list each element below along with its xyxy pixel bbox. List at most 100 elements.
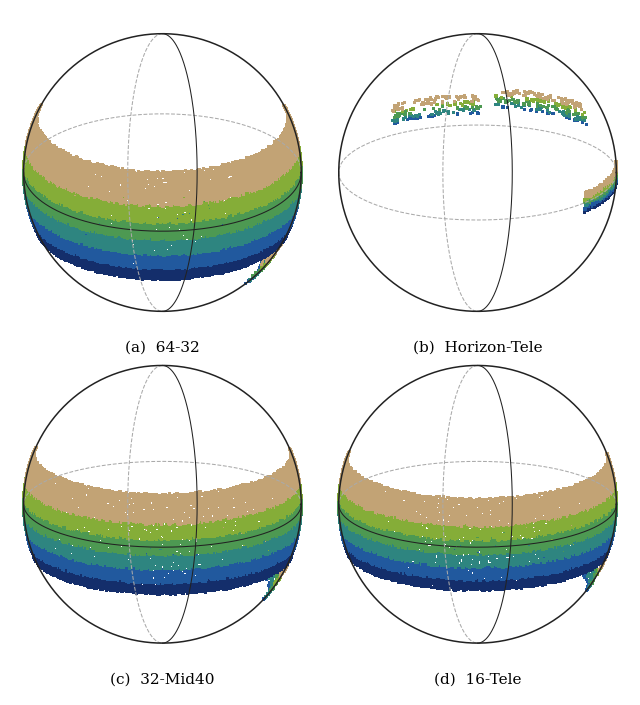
Point bbox=[130, 269, 140, 281]
Point bbox=[354, 510, 364, 521]
Point bbox=[120, 191, 131, 202]
Point bbox=[272, 242, 282, 253]
Point bbox=[96, 579, 106, 590]
Point bbox=[236, 540, 246, 551]
Point bbox=[292, 159, 302, 171]
Point bbox=[468, 565, 479, 576]
Point bbox=[31, 114, 41, 125]
Point bbox=[29, 548, 40, 559]
Point bbox=[115, 217, 125, 228]
Point bbox=[604, 184, 614, 195]
Point bbox=[466, 533, 476, 544]
Point bbox=[296, 161, 306, 172]
Point bbox=[29, 206, 39, 217]
Point bbox=[189, 227, 200, 238]
Point bbox=[283, 216, 293, 227]
Point bbox=[392, 575, 402, 587]
Point bbox=[205, 519, 216, 530]
Point bbox=[187, 492, 197, 503]
Point bbox=[583, 554, 593, 565]
Point bbox=[102, 230, 113, 241]
Point bbox=[285, 552, 295, 563]
Point bbox=[232, 535, 242, 546]
Point bbox=[141, 588, 151, 599]
Point bbox=[280, 563, 291, 574]
Point bbox=[379, 530, 389, 541]
Point bbox=[62, 247, 72, 258]
Point bbox=[337, 470, 347, 482]
Point bbox=[167, 256, 177, 267]
Point bbox=[557, 535, 567, 546]
Point bbox=[294, 147, 305, 159]
Point bbox=[58, 229, 68, 240]
Point bbox=[574, 552, 584, 563]
Point bbox=[264, 168, 274, 179]
Point bbox=[394, 491, 404, 502]
Point bbox=[296, 171, 306, 183]
Point bbox=[20, 518, 30, 529]
Point bbox=[209, 558, 220, 570]
Point bbox=[257, 548, 267, 559]
Point bbox=[610, 511, 620, 522]
Point bbox=[605, 537, 616, 548]
Point bbox=[61, 505, 72, 517]
Point bbox=[333, 499, 344, 510]
Point bbox=[292, 187, 303, 198]
Point bbox=[46, 242, 56, 253]
Point bbox=[106, 525, 116, 536]
Point bbox=[166, 535, 176, 546]
Point bbox=[338, 466, 348, 477]
Point bbox=[509, 522, 519, 534]
Point bbox=[413, 491, 423, 502]
Point bbox=[218, 524, 228, 535]
Point bbox=[580, 560, 590, 572]
Point bbox=[164, 493, 175, 505]
Point bbox=[205, 515, 216, 527]
Point bbox=[383, 534, 393, 546]
Point bbox=[222, 236, 232, 247]
Point bbox=[293, 163, 303, 174]
Point bbox=[599, 485, 609, 496]
Point bbox=[41, 192, 51, 203]
Point bbox=[75, 229, 85, 240]
Point bbox=[204, 180, 214, 192]
Point bbox=[150, 562, 160, 573]
Point bbox=[38, 190, 48, 202]
Point bbox=[276, 236, 287, 247]
Point bbox=[249, 271, 259, 283]
Point bbox=[74, 220, 84, 231]
Point bbox=[269, 539, 279, 550]
Point bbox=[452, 557, 463, 568]
Point bbox=[29, 475, 40, 486]
Point bbox=[147, 248, 157, 259]
Point bbox=[144, 252, 154, 263]
Point bbox=[286, 118, 296, 129]
Point bbox=[607, 489, 618, 500]
Point bbox=[204, 226, 214, 238]
Point bbox=[289, 138, 300, 149]
Point bbox=[587, 561, 597, 572]
Point bbox=[471, 555, 481, 566]
Point bbox=[76, 514, 86, 525]
Point bbox=[221, 174, 232, 185]
Point bbox=[340, 467, 350, 478]
Point bbox=[355, 536, 365, 547]
Point bbox=[90, 172, 100, 183]
Point bbox=[292, 474, 303, 485]
Point bbox=[294, 486, 305, 498]
Point bbox=[600, 179, 610, 190]
Point bbox=[282, 551, 292, 563]
Point bbox=[20, 165, 30, 176]
Point bbox=[515, 516, 525, 527]
Point bbox=[337, 523, 347, 534]
Point bbox=[243, 575, 253, 587]
Point bbox=[34, 552, 44, 563]
Point bbox=[426, 532, 436, 543]
Point bbox=[83, 250, 93, 262]
Point bbox=[436, 501, 446, 512]
Point bbox=[19, 165, 29, 176]
Point bbox=[158, 585, 168, 596]
Point bbox=[125, 193, 135, 204]
Point bbox=[593, 183, 604, 195]
Point bbox=[280, 218, 290, 229]
